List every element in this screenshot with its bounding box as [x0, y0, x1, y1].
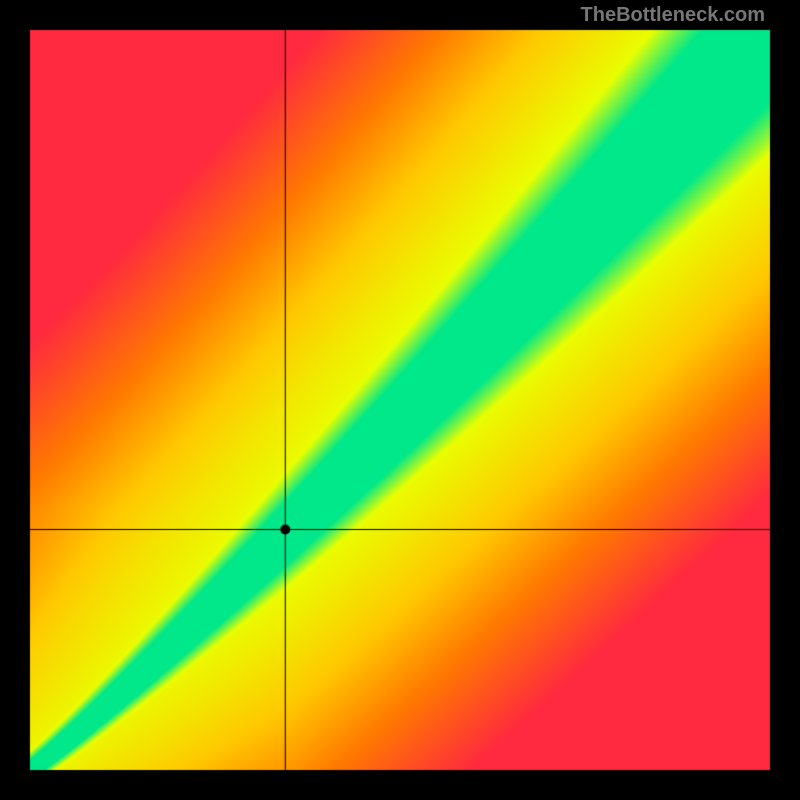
watermark-text: TheBottleneck.com	[581, 4, 765, 27]
bottleneck-heatmap	[0, 0, 800, 800]
